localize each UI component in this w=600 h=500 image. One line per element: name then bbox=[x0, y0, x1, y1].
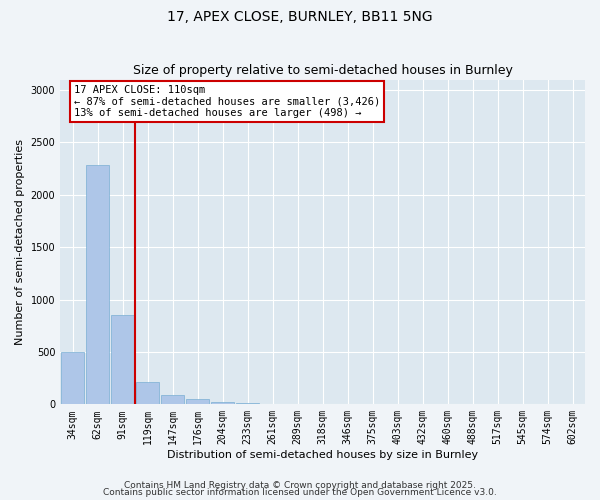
Text: 17 APEX CLOSE: 110sqm
← 87% of semi-detached houses are smaller (3,426)
13% of s: 17 APEX CLOSE: 110sqm ← 87% of semi-deta… bbox=[74, 85, 380, 118]
Bar bbox=[161, 395, 184, 404]
Bar bbox=[187, 398, 209, 404]
Y-axis label: Number of semi-detached properties: Number of semi-detached properties bbox=[15, 139, 25, 345]
Title: Size of property relative to semi-detached houses in Burnley: Size of property relative to semi-detach… bbox=[133, 64, 512, 77]
Bar bbox=[86, 166, 109, 404]
Bar bbox=[211, 402, 234, 404]
Bar bbox=[136, 382, 159, 404]
Bar bbox=[112, 316, 134, 404]
Text: 17, APEX CLOSE, BURNLEY, BB11 5NG: 17, APEX CLOSE, BURNLEY, BB11 5NG bbox=[167, 10, 433, 24]
Text: Contains HM Land Registry data © Crown copyright and database right 2025.: Contains HM Land Registry data © Crown c… bbox=[124, 480, 476, 490]
Bar bbox=[236, 403, 259, 404]
Bar bbox=[61, 352, 84, 405]
X-axis label: Distribution of semi-detached houses by size in Burnley: Distribution of semi-detached houses by … bbox=[167, 450, 478, 460]
Text: Contains public sector information licensed under the Open Government Licence v3: Contains public sector information licen… bbox=[103, 488, 497, 497]
